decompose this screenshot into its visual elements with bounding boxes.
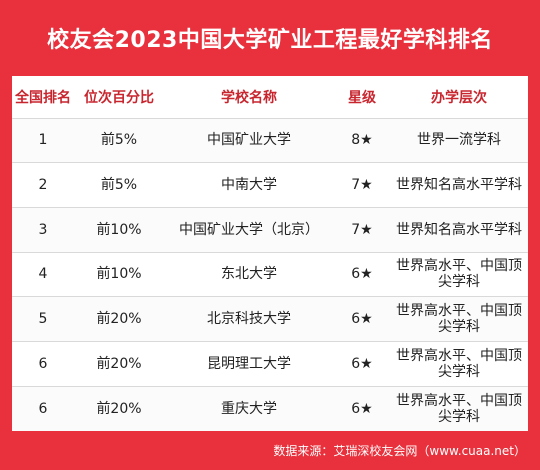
table-row: 6 前20% 昆明理工大学 6★ 世界高水平、中国顶尖学科 <box>12 341 528 387</box>
star-level-cell: 6★ <box>334 296 390 342</box>
table-row: 1 前5% 中国矿业大学 8★ 世界一流学科 <box>12 117 528 163</box>
rank-cell: 6 <box>12 385 74 431</box>
percentile-cell: 前10% <box>74 251 164 297</box>
rank-cell: 5 <box>12 296 74 342</box>
level-cell: 世界高水平、中国顶尖学科 <box>390 385 528 431</box>
rank-cell: 2 <box>12 162 74 208</box>
star-level-cell: 8★ <box>334 117 390 163</box>
page-title: 校友会2023中国大学矿业工程最好学科排名 <box>47 28 493 53</box>
school-name-cell: 重庆大学 <box>164 385 334 431</box>
school-name-cell: 昆明理工大学 <box>164 341 334 387</box>
level-cell: 世界高水平、中国顶尖学科 <box>390 251 528 297</box>
header-star-level: 星级 <box>334 76 390 118</box>
star-level-cell: 6★ <box>334 251 390 297</box>
header-school-name: 学校名称 <box>164 76 334 118</box>
table-row: 3 前10% 中国矿业大学（北京） 7★ 世界知名高水平学科 <box>12 206 528 253</box>
rank-cell: 4 <box>12 251 74 297</box>
percentile-cell: 前20% <box>74 385 164 431</box>
school-name-cell: 中国矿业大学（北京） <box>164 206 334 253</box>
star-level-cell: 7★ <box>334 162 390 208</box>
percentile-cell: 前5% <box>74 117 164 163</box>
percentile-cell: 前20% <box>74 296 164 342</box>
header-percentile: 位次百分比 <box>74 76 164 118</box>
star-level-cell: 6★ <box>334 341 390 387</box>
header-rank: 全国排名 <box>12 76 74 118</box>
star-level-cell: 6★ <box>334 385 390 431</box>
school-name-cell: 中国矿业大学 <box>164 117 334 163</box>
school-name-cell: 北京科技大学 <box>164 296 334 342</box>
table-row: 2 前5% 中南大学 7★ 世界知名高水平学科 <box>12 162 528 208</box>
level-cell: 世界一流学科 <box>390 117 528 163</box>
star-level-cell: 7★ <box>334 206 390 253</box>
percentile-cell: 前5% <box>74 162 164 208</box>
school-name-cell: 东北大学 <box>164 251 334 297</box>
level-cell: 世界知名高水平学科 <box>390 206 528 253</box>
header-level: 办学层次 <box>390 76 528 118</box>
level-cell: 世界高水平、中国顶尖学科 <box>390 341 528 387</box>
table-row: 4 前10% 东北大学 6★ 世界高水平、中国顶尖学科 <box>12 251 528 297</box>
table-row: 5 前20% 北京科技大学 6★ 世界高水平、中国顶尖学科 <box>12 296 528 342</box>
table-row: 6 前20% 重庆大学 6★ 世界高水平、中国顶尖学科 <box>12 385 528 431</box>
school-name-cell: 中南大学 <box>164 162 334 208</box>
level-cell: 世界高水平、中国顶尖学科 <box>390 296 528 342</box>
rank-cell: 3 <box>12 206 74 253</box>
percentile-cell: 前20% <box>74 341 164 387</box>
rank-cell: 1 <box>12 117 74 163</box>
ranking-table: 全国排名 位次百分比 学校名称 星级 办学层次 1 前5% 中国矿业大学 8★ … <box>12 76 528 431</box>
percentile-cell: 前10% <box>74 206 164 253</box>
source-note: 数据来源：艾瑞深校友会网（www.cuaa.net） <box>273 444 526 458</box>
ranking-table-panel: 全国排名 位次百分比 学校名称 星级 办学层次 1 前5% 中国矿业大学 8★ … <box>12 76 528 431</box>
table-header-row: 全国排名 位次百分比 学校名称 星级 办学层次 <box>12 76 528 118</box>
level-cell: 世界知名高水平学科 <box>390 162 528 208</box>
rank-cell: 6 <box>12 341 74 387</box>
